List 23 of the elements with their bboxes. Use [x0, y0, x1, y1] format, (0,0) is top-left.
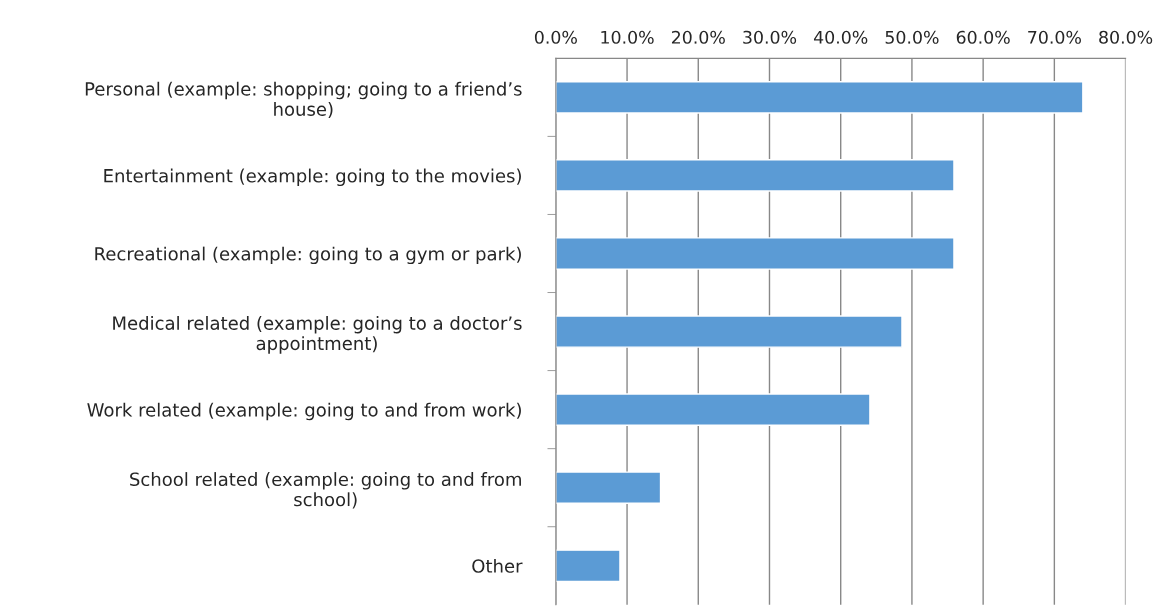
y-tick-label: Other [472, 558, 523, 573]
bar [555, 315, 903, 348]
bar [555, 159, 955, 192]
x-tick-label: 60.0% [956, 30, 1010, 44]
bar [555, 237, 955, 270]
y-tick-label: Recreational (example: going to a gym or park) [95, 246, 521, 265]
bar [555, 471, 662, 504]
y-tick-label: Work related (example: going to and from work) [87, 402, 521, 421]
x-tick-label: 70.0% [1028, 30, 1081, 44]
x-tick-label: 50.0% [885, 30, 939, 44]
x-tick-label: 30.0% [743, 30, 797, 44]
x-tick-label: 80.0% [1099, 30, 1153, 44]
y-tick-label: School related (example: going to and from school) [130, 472, 521, 509]
x-tick-label: 0.0% [534, 30, 577, 44]
y-tick-label: Personal (example: shopping; going to a friend’s house) [85, 81, 522, 119]
bar [555, 81, 1084, 114]
bar [555, 549, 621, 583]
x-tick-label: 20.0% [671, 30, 725, 44]
bar [555, 393, 871, 426]
x-tick-label: 10.0% [601, 30, 654, 44]
x-tick-label: 40.0% [813, 30, 868, 44]
y-tick-label: Medical related (example: going to a doctor’s appointment) [113, 315, 522, 354]
y-tick-label: Entertainment (example: going to the movies) [104, 168, 521, 187]
